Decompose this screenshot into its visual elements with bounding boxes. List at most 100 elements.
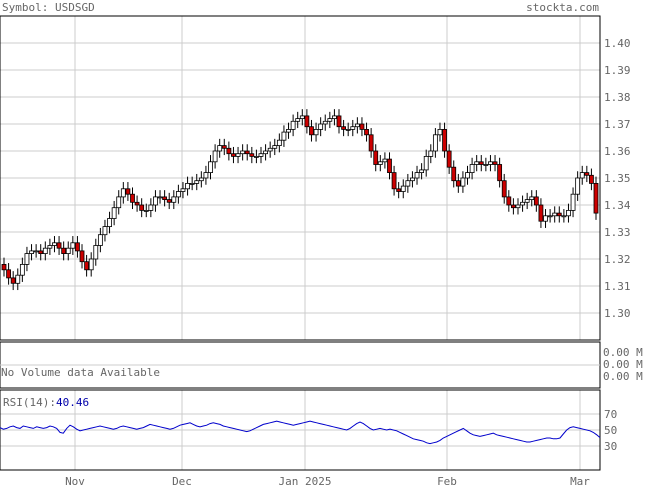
candle-body — [593, 182, 599, 214]
candle — [10, 271, 16, 291]
candle-body — [387, 158, 392, 174]
candle — [584, 165, 590, 183]
candle-body — [56, 242, 62, 249]
rsi-tick-label: 70 — [604, 408, 617, 421]
candle — [65, 241, 71, 261]
candle — [290, 114, 296, 137]
candle-body — [244, 150, 250, 155]
candle-body — [299, 115, 305, 120]
candle-body — [332, 115, 337, 120]
candle-body — [102, 226, 108, 236]
candle — [547, 209, 553, 223]
candle-body — [47, 245, 53, 249]
candle — [116, 190, 122, 215]
volume-tick: 0.00 M — [603, 358, 643, 371]
candle — [350, 119, 356, 137]
candle-body — [221, 145, 227, 149]
candle-body — [561, 215, 567, 218]
candle — [405, 173, 411, 193]
candle-body — [469, 164, 475, 173]
candle — [304, 109, 310, 134]
candle — [432, 128, 438, 158]
candle — [38, 244, 44, 261]
candle — [552, 206, 558, 223]
candle-body — [42, 247, 48, 254]
candle — [226, 141, 232, 161]
candle-body — [446, 150, 452, 168]
price-tick-label: 1.31 — [604, 280, 631, 293]
candle — [276, 133, 282, 153]
candle-body — [185, 182, 190, 190]
candle — [364, 122, 369, 142]
candle — [396, 182, 402, 199]
price-tick-label: 1.40 — [604, 37, 631, 50]
candle — [88, 252, 94, 277]
candle — [313, 122, 319, 142]
candle-body — [396, 188, 402, 192]
candle-body — [15, 274, 21, 284]
candle-body — [290, 120, 296, 130]
candle-body — [478, 161, 484, 165]
candle-body — [139, 204, 145, 211]
candle-body — [120, 188, 126, 198]
candle-body — [483, 164, 489, 166]
candle-body — [354, 123, 360, 128]
candle — [377, 155, 383, 172]
rsi-value: 40.46 — [56, 396, 89, 409]
x-tick-label: Nov — [65, 475, 85, 486]
candle-body — [65, 247, 71, 254]
candle — [488, 155, 493, 172]
candle-body — [488, 161, 493, 165]
candle — [75, 236, 80, 258]
candle-body — [52, 242, 57, 246]
candle-body — [437, 128, 443, 136]
candle — [515, 198, 521, 215]
candle-body — [506, 196, 512, 206]
candle — [61, 241, 67, 261]
candle — [33, 244, 39, 258]
candle-body — [208, 161, 213, 174]
candle — [263, 144, 268, 161]
candle-body — [313, 128, 319, 136]
rsi-grid — [0, 390, 600, 470]
candle-body — [579, 172, 585, 179]
candle — [6, 263, 11, 285]
candle-body — [460, 177, 466, 187]
candle — [162, 190, 168, 207]
candle-body — [171, 196, 177, 203]
candle — [139, 198, 145, 218]
rsi-axis: 70 50 30 — [604, 408, 617, 453]
price-grid — [0, 16, 600, 340]
candle-body — [249, 153, 255, 157]
price-tick-label: 1.30 — [604, 307, 631, 320]
candle-body — [254, 155, 259, 158]
candle — [336, 109, 342, 134]
price-tick-label: 1.35 — [604, 172, 631, 185]
candle-body — [203, 172, 209, 179]
candle — [24, 246, 30, 272]
candle — [221, 138, 227, 156]
candle-body — [93, 245, 99, 260]
candle — [474, 155, 480, 172]
candle-body — [116, 196, 122, 209]
volume-tick: 0.00 M — [603, 346, 643, 359]
candle — [561, 209, 567, 223]
candle — [419, 163, 425, 180]
candle — [198, 171, 204, 188]
candle-body — [382, 158, 388, 163]
candle — [107, 211, 112, 234]
candle — [391, 165, 397, 196]
candle-body — [524, 199, 530, 203]
candle — [299, 109, 305, 126]
candle — [240, 144, 246, 161]
candle — [79, 244, 85, 269]
candle — [84, 254, 90, 277]
candle-body — [552, 212, 558, 217]
candle — [318, 117, 324, 137]
candle — [166, 192, 172, 210]
candle — [570, 187, 576, 218]
price-tick-label: 1.32 — [604, 253, 631, 266]
volume-tick: 0.00 M — [603, 370, 643, 383]
x-axis: Nov Dec Jan 2025 Feb Mar — [65, 475, 590, 486]
